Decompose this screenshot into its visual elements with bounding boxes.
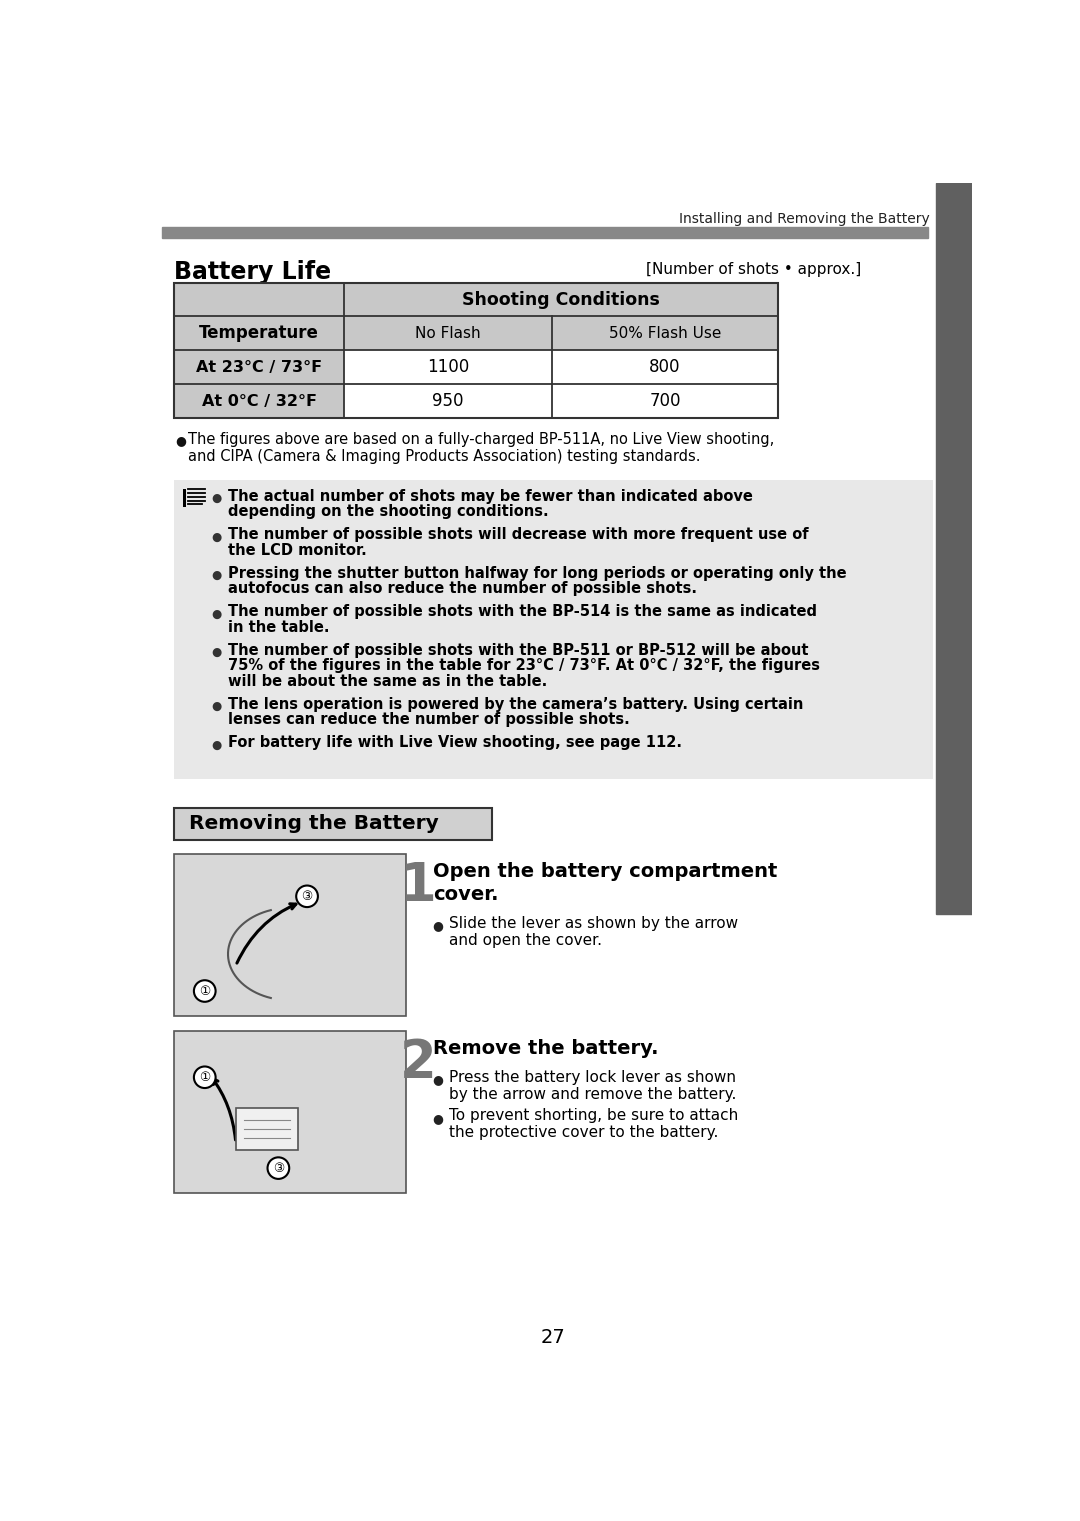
Text: ●: ● (212, 569, 221, 583)
Bar (235, 1109, 298, 1150)
Text: 950: 950 (432, 392, 463, 411)
Text: ●: ● (432, 1074, 443, 1086)
Text: the LCD monitor.: the LCD monitor. (228, 543, 367, 558)
Bar (174, 479, 933, 779)
Bar (174, 283, 779, 418)
Text: lenses can reduce the number of possible shots.: lenses can reduce the number of possible… (228, 712, 630, 727)
Bar (935, 183, 972, 914)
Text: Temperature: Temperature (199, 324, 319, 342)
Text: The number of possible shots with the BP-514 is the same as indicated: The number of possible shots with the BP… (228, 604, 816, 619)
Bar (174, 385, 345, 418)
Text: will be about the same as in the table.: will be about the same as in the table. (228, 674, 548, 689)
Text: 27: 27 (541, 1328, 566, 1348)
Text: 1100: 1100 (427, 359, 469, 376)
Text: ①: ① (199, 984, 211, 998)
Circle shape (194, 980, 216, 1002)
Text: Removing the Battery: Removing the Battery (189, 814, 438, 834)
Text: To prevent shorting, be sure to attach: To prevent shorting, be sure to attach (449, 1109, 738, 1122)
Text: The number of possible shots with the BP-511 or BP-512 will be about: The number of possible shots with the BP… (228, 643, 809, 659)
Bar (174, 350, 345, 385)
Text: ①: ① (199, 1071, 211, 1084)
Text: At 0°C / 32°F: At 0°C / 32°F (202, 394, 316, 409)
Bar (174, 283, 779, 316)
Bar (162, 227, 928, 237)
Text: cover.: cover. (433, 885, 499, 903)
Text: 75% of the figures in the table for 23°C / 73°F. At 0°C / 32°F, the figures: 75% of the figures in the table for 23°C… (228, 659, 820, 674)
Text: Slide the lever as shown by the arrow: Slide the lever as shown by the arrow (449, 916, 738, 931)
Text: The lens operation is powered by the camera’s battery. Using certain: The lens operation is powered by the cam… (228, 697, 804, 712)
Text: No Flash: No Flash (416, 325, 481, 341)
Text: 2: 2 (400, 1037, 436, 1089)
Text: 700: 700 (649, 392, 680, 411)
Text: 50% Flash Use: 50% Flash Use (609, 325, 721, 341)
Text: [Number of shots • approx.]: [Number of shots • approx.] (647, 262, 862, 277)
Text: ●: ● (212, 700, 221, 713)
Text: The figures above are based on a fully-charged BP-511A, no Live View shooting,: The figures above are based on a fully-c… (188, 432, 774, 447)
Text: Remove the battery.: Remove the battery. (433, 1039, 659, 1057)
Text: Pressing the shutter button halfway for long periods or operating only the: Pressing the shutter button halfway for … (228, 566, 847, 581)
Text: and open the cover.: and open the cover. (449, 932, 602, 948)
Text: For battery life with Live View shooting, see page 112.: For battery life with Live View shooting… (228, 735, 681, 750)
Text: ●: ● (212, 646, 221, 659)
Bar (174, 1031, 406, 1192)
Text: autofocus can also reduce the number of possible shots.: autofocus can also reduce the number of … (228, 581, 697, 596)
Text: and CIPA (Camera & Imaging Products Association) testing standards.: and CIPA (Camera & Imaging Products Asso… (188, 449, 700, 464)
Text: 1: 1 (400, 859, 436, 913)
Text: the protective cover to the battery.: the protective cover to the battery. (449, 1126, 718, 1141)
Text: Shooting Conditions: Shooting Conditions (462, 291, 660, 309)
Text: ●: ● (212, 607, 221, 621)
Text: ●: ● (212, 531, 221, 543)
Text: Open the battery compartment: Open the battery compartment (433, 862, 778, 881)
Text: ●: ● (212, 739, 221, 751)
Bar (345, 316, 779, 350)
Bar (183, 488, 186, 508)
Bar (174, 853, 406, 1016)
Text: depending on the shooting conditions.: depending on the shooting conditions. (228, 505, 549, 519)
Bar (174, 808, 491, 840)
Text: The number of possible shots will decrease with more frequent use of: The number of possible shots will decrea… (228, 528, 809, 543)
Text: The actual number of shots may be fewer than indicated above: The actual number of shots may be fewer … (228, 488, 753, 503)
Text: ③: ③ (301, 890, 313, 903)
Circle shape (296, 885, 318, 907)
Text: ●: ● (432, 919, 443, 932)
Text: ●: ● (212, 493, 221, 505)
Text: by the arrow and remove the battery.: by the arrow and remove the battery. (449, 1086, 737, 1101)
Text: ●: ● (432, 1112, 443, 1126)
Text: Battery Life: Battery Life (174, 260, 330, 283)
Text: 800: 800 (649, 359, 680, 376)
Text: ③: ③ (273, 1162, 284, 1174)
Text: Installing and Removing the Battery: Installing and Removing the Battery (678, 213, 930, 227)
Circle shape (194, 1066, 216, 1088)
Circle shape (268, 1157, 289, 1179)
Text: ●: ● (175, 435, 186, 447)
Text: At 23°C / 73°F: At 23°C / 73°F (195, 360, 322, 374)
Text: in the table.: in the table. (228, 621, 329, 634)
Bar (174, 316, 345, 350)
Text: Press the battery lock lever as shown: Press the battery lock lever as shown (449, 1069, 735, 1084)
